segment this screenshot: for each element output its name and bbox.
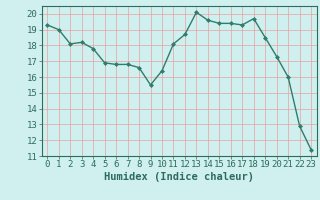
X-axis label: Humidex (Indice chaleur): Humidex (Indice chaleur) — [104, 172, 254, 182]
